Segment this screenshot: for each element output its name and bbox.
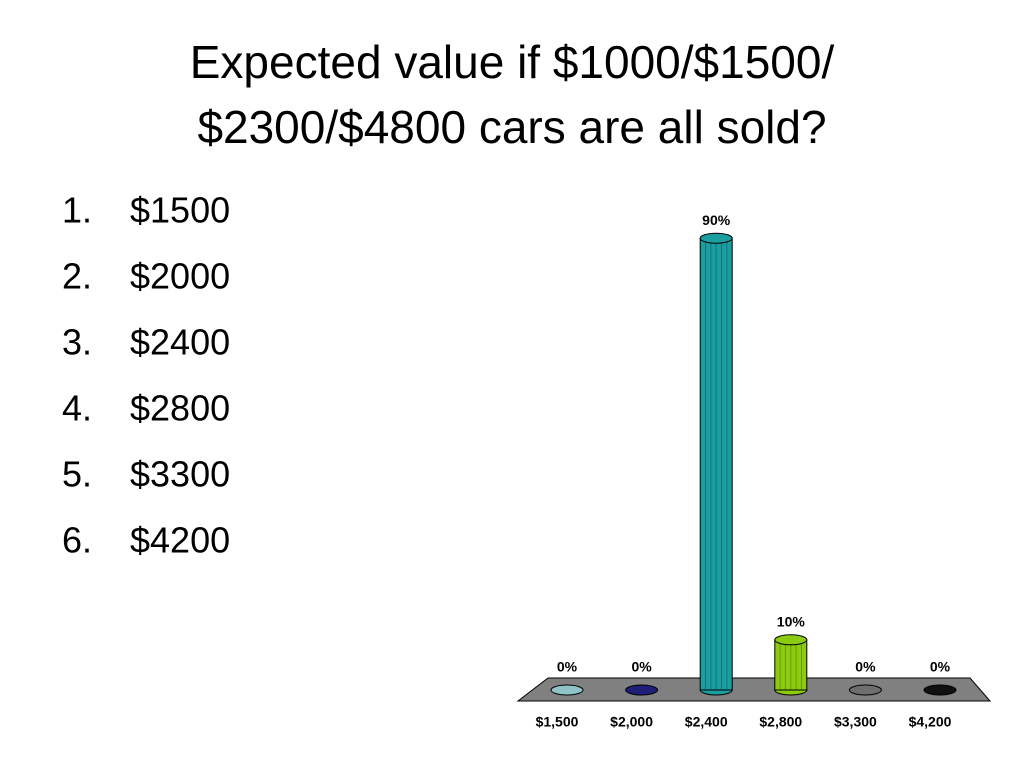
list-number: 6. (62, 520, 92, 561)
list-text: $2000 (130, 256, 230, 297)
x-tick-label: $2,400 (685, 714, 728, 730)
list-number: 5. (62, 454, 92, 495)
list-text: $3300 (130, 454, 230, 495)
list-text: $2800 (130, 388, 230, 429)
list-text: $2400 (130, 322, 230, 363)
list-text: $1500 (130, 190, 230, 231)
list-number: 4. (62, 388, 92, 429)
x-tick-label: $1,500 (536, 714, 579, 730)
chart-floor (516, 677, 992, 702)
list-number: 3. (62, 322, 92, 363)
x-tick-label: $2,800 (759, 714, 802, 730)
bar-top (774, 634, 808, 646)
list-number: 1. (62, 190, 92, 231)
value-label: 0% (557, 659, 578, 675)
value-label: 10% (777, 614, 806, 630)
bar (774, 639, 808, 691)
x-tick-label: $4,200 (909, 714, 952, 730)
bar (923, 684, 957, 696)
bar (699, 237, 733, 691)
title-line: Expected value if $1000/$1500/ (190, 36, 835, 88)
title-line: $2300/$4800 cars are all sold? (197, 101, 826, 153)
list-text: $4200 (130, 520, 230, 561)
value-label: 90% (702, 212, 731, 228)
bar (550, 684, 584, 696)
value-label: 0% (631, 659, 652, 675)
value-label: 0% (855, 659, 876, 675)
list-number: 2. (62, 256, 92, 297)
x-tick-label: $3,300 (834, 714, 877, 730)
bar (625, 684, 659, 696)
x-tick-label: $2,000 (610, 714, 653, 730)
value-label: 0% (930, 659, 951, 675)
bar (848, 684, 882, 696)
bar-top (699, 232, 733, 244)
